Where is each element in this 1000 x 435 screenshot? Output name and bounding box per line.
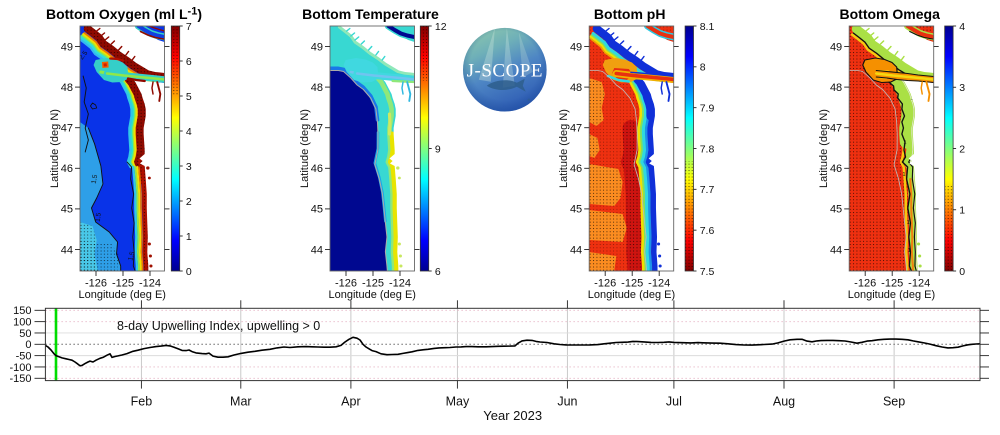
svg-text:-50: -50	[16, 350, 32, 362]
svg-text:7.9: 7.9	[700, 102, 715, 114]
svg-text:2: 2	[186, 196, 192, 208]
svg-text:-124: -124	[908, 278, 930, 290]
svg-text:50: 50	[19, 328, 31, 340]
svg-text:1: 1	[903, 140, 906, 146]
svg-text:1: 1	[959, 205, 965, 217]
svg-text:1: 1	[186, 231, 192, 243]
svg-text:48: 48	[830, 82, 842, 94]
svg-text:-150: -150	[9, 373, 31, 385]
svg-text:46: 46	[830, 163, 842, 175]
svg-text:3: 3	[959, 82, 965, 94]
svg-text:Sep: Sep	[883, 395, 905, 409]
svg-text:48: 48	[311, 82, 323, 94]
svg-text:-125: -125	[881, 278, 903, 290]
svg-text:-126: -126	[594, 278, 616, 290]
svg-text:1.5: 1.5	[127, 251, 136, 262]
svg-text:47: 47	[311, 123, 323, 135]
svg-text:-124: -124	[648, 278, 670, 290]
svg-text:Year 2023: Year 2023	[483, 408, 542, 423]
svg-text:49: 49	[570, 41, 582, 53]
svg-text:May: May	[446, 395, 470, 409]
svg-text:Latitude (deg N): Latitude (deg N)	[49, 109, 61, 188]
svg-text:Longitude (deg E): Longitude (deg E)	[79, 289, 166, 301]
svg-text:Longitude (deg E): Longitude (deg E)	[848, 289, 935, 301]
svg-text:6: 6	[435, 266, 441, 278]
svg-text:Bottom Omega: Bottom Omega	[840, 6, 941, 22]
svg-text:1: 1	[902, 172, 905, 178]
svg-text:46: 46	[311, 163, 323, 175]
svg-text:46: 46	[570, 163, 582, 175]
svg-text:-124: -124	[389, 278, 411, 290]
svg-text:48: 48	[61, 82, 73, 94]
svg-text:49: 49	[311, 41, 323, 53]
svg-text:0: 0	[959, 266, 965, 278]
svg-text:Latitude (deg N): Latitude (deg N)	[299, 109, 311, 188]
svg-text:Bottom Oxygen (ml L-1): Bottom Oxygen (ml L-1)	[46, 6, 202, 23]
svg-text:6: 6	[186, 56, 192, 68]
svg-text:Jul: Jul	[666, 395, 682, 409]
svg-text:9: 9	[435, 143, 441, 155]
svg-text:7.5: 7.5	[700, 266, 715, 278]
svg-text:Mar: Mar	[230, 395, 252, 409]
svg-text:-125: -125	[621, 278, 643, 290]
svg-text:8: 8	[700, 62, 706, 74]
svg-text:Apr: Apr	[341, 395, 360, 409]
svg-text:2: 2	[959, 143, 965, 155]
svg-text:47: 47	[570, 123, 582, 135]
svg-text:44: 44	[830, 244, 842, 256]
svg-text:44: 44	[570, 244, 582, 256]
svg-text:1.5: 1.5	[91, 174, 100, 184]
svg-text:12: 12	[435, 21, 447, 33]
svg-text:Longitude (deg E): Longitude (deg E)	[329, 289, 416, 301]
svg-text:8-day Upwelling Index, upwelli: 8-day Upwelling Index, upwelling > 0	[117, 319, 320, 333]
svg-text:Jun: Jun	[557, 395, 577, 409]
svg-text:7: 7	[186, 21, 192, 33]
svg-text:Latitude (deg N): Latitude (deg N)	[818, 109, 830, 188]
svg-text:5: 5	[186, 91, 192, 103]
svg-text:J-SCOPE: J-SCOPE	[467, 61, 543, 82]
svg-text:-126: -126	[85, 278, 107, 290]
svg-text:3: 3	[186, 161, 192, 173]
svg-text:49: 49	[61, 41, 73, 53]
svg-text:150: 150	[13, 305, 31, 317]
svg-text:45: 45	[830, 204, 842, 216]
svg-text:48: 48	[570, 82, 582, 94]
svg-text:47: 47	[61, 123, 73, 135]
svg-text:49: 49	[830, 41, 842, 53]
svg-text:47: 47	[830, 123, 842, 135]
svg-text:1.5: 1.5	[95, 212, 103, 222]
svg-text:46: 46	[61, 163, 73, 175]
svg-text:-125: -125	[362, 278, 384, 290]
svg-text:0: 0	[186, 266, 192, 278]
svg-text:45: 45	[61, 204, 73, 216]
svg-text:-126: -126	[854, 278, 876, 290]
svg-text:-125: -125	[112, 278, 134, 290]
svg-text:Feb: Feb	[131, 395, 153, 409]
svg-text:-126: -126	[335, 278, 357, 290]
svg-text:7.8: 7.8	[700, 143, 715, 155]
svg-text:44: 44	[311, 244, 323, 256]
svg-text:1: 1	[908, 248, 911, 254]
svg-text:100: 100	[13, 316, 31, 328]
svg-text:0: 0	[25, 339, 31, 351]
svg-text:1: 1	[907, 220, 910, 226]
svg-text:Longitude (deg E): Longitude (deg E)	[588, 289, 675, 301]
svg-text:44: 44	[61, 244, 73, 256]
svg-text:8.1: 8.1	[700, 21, 715, 33]
svg-text:7.7: 7.7	[700, 184, 715, 196]
svg-text:Aug: Aug	[773, 395, 795, 409]
svg-text:7.6: 7.6	[700, 225, 715, 237]
svg-text:Bottom pH: Bottom pH	[594, 6, 666, 22]
svg-text:45: 45	[570, 204, 582, 216]
svg-text:2.5: 2.5	[78, 50, 90, 62]
svg-text:4: 4	[186, 126, 192, 138]
svg-text:-124: -124	[139, 278, 161, 290]
svg-text:Latitude (deg N): Latitude (deg N)	[558, 109, 570, 188]
svg-text:Bottom Temperature: Bottom Temperature	[302, 6, 439, 22]
svg-text:4: 4	[959, 21, 965, 33]
svg-text:-100: -100	[9, 362, 31, 374]
svg-text:45: 45	[311, 204, 323, 216]
